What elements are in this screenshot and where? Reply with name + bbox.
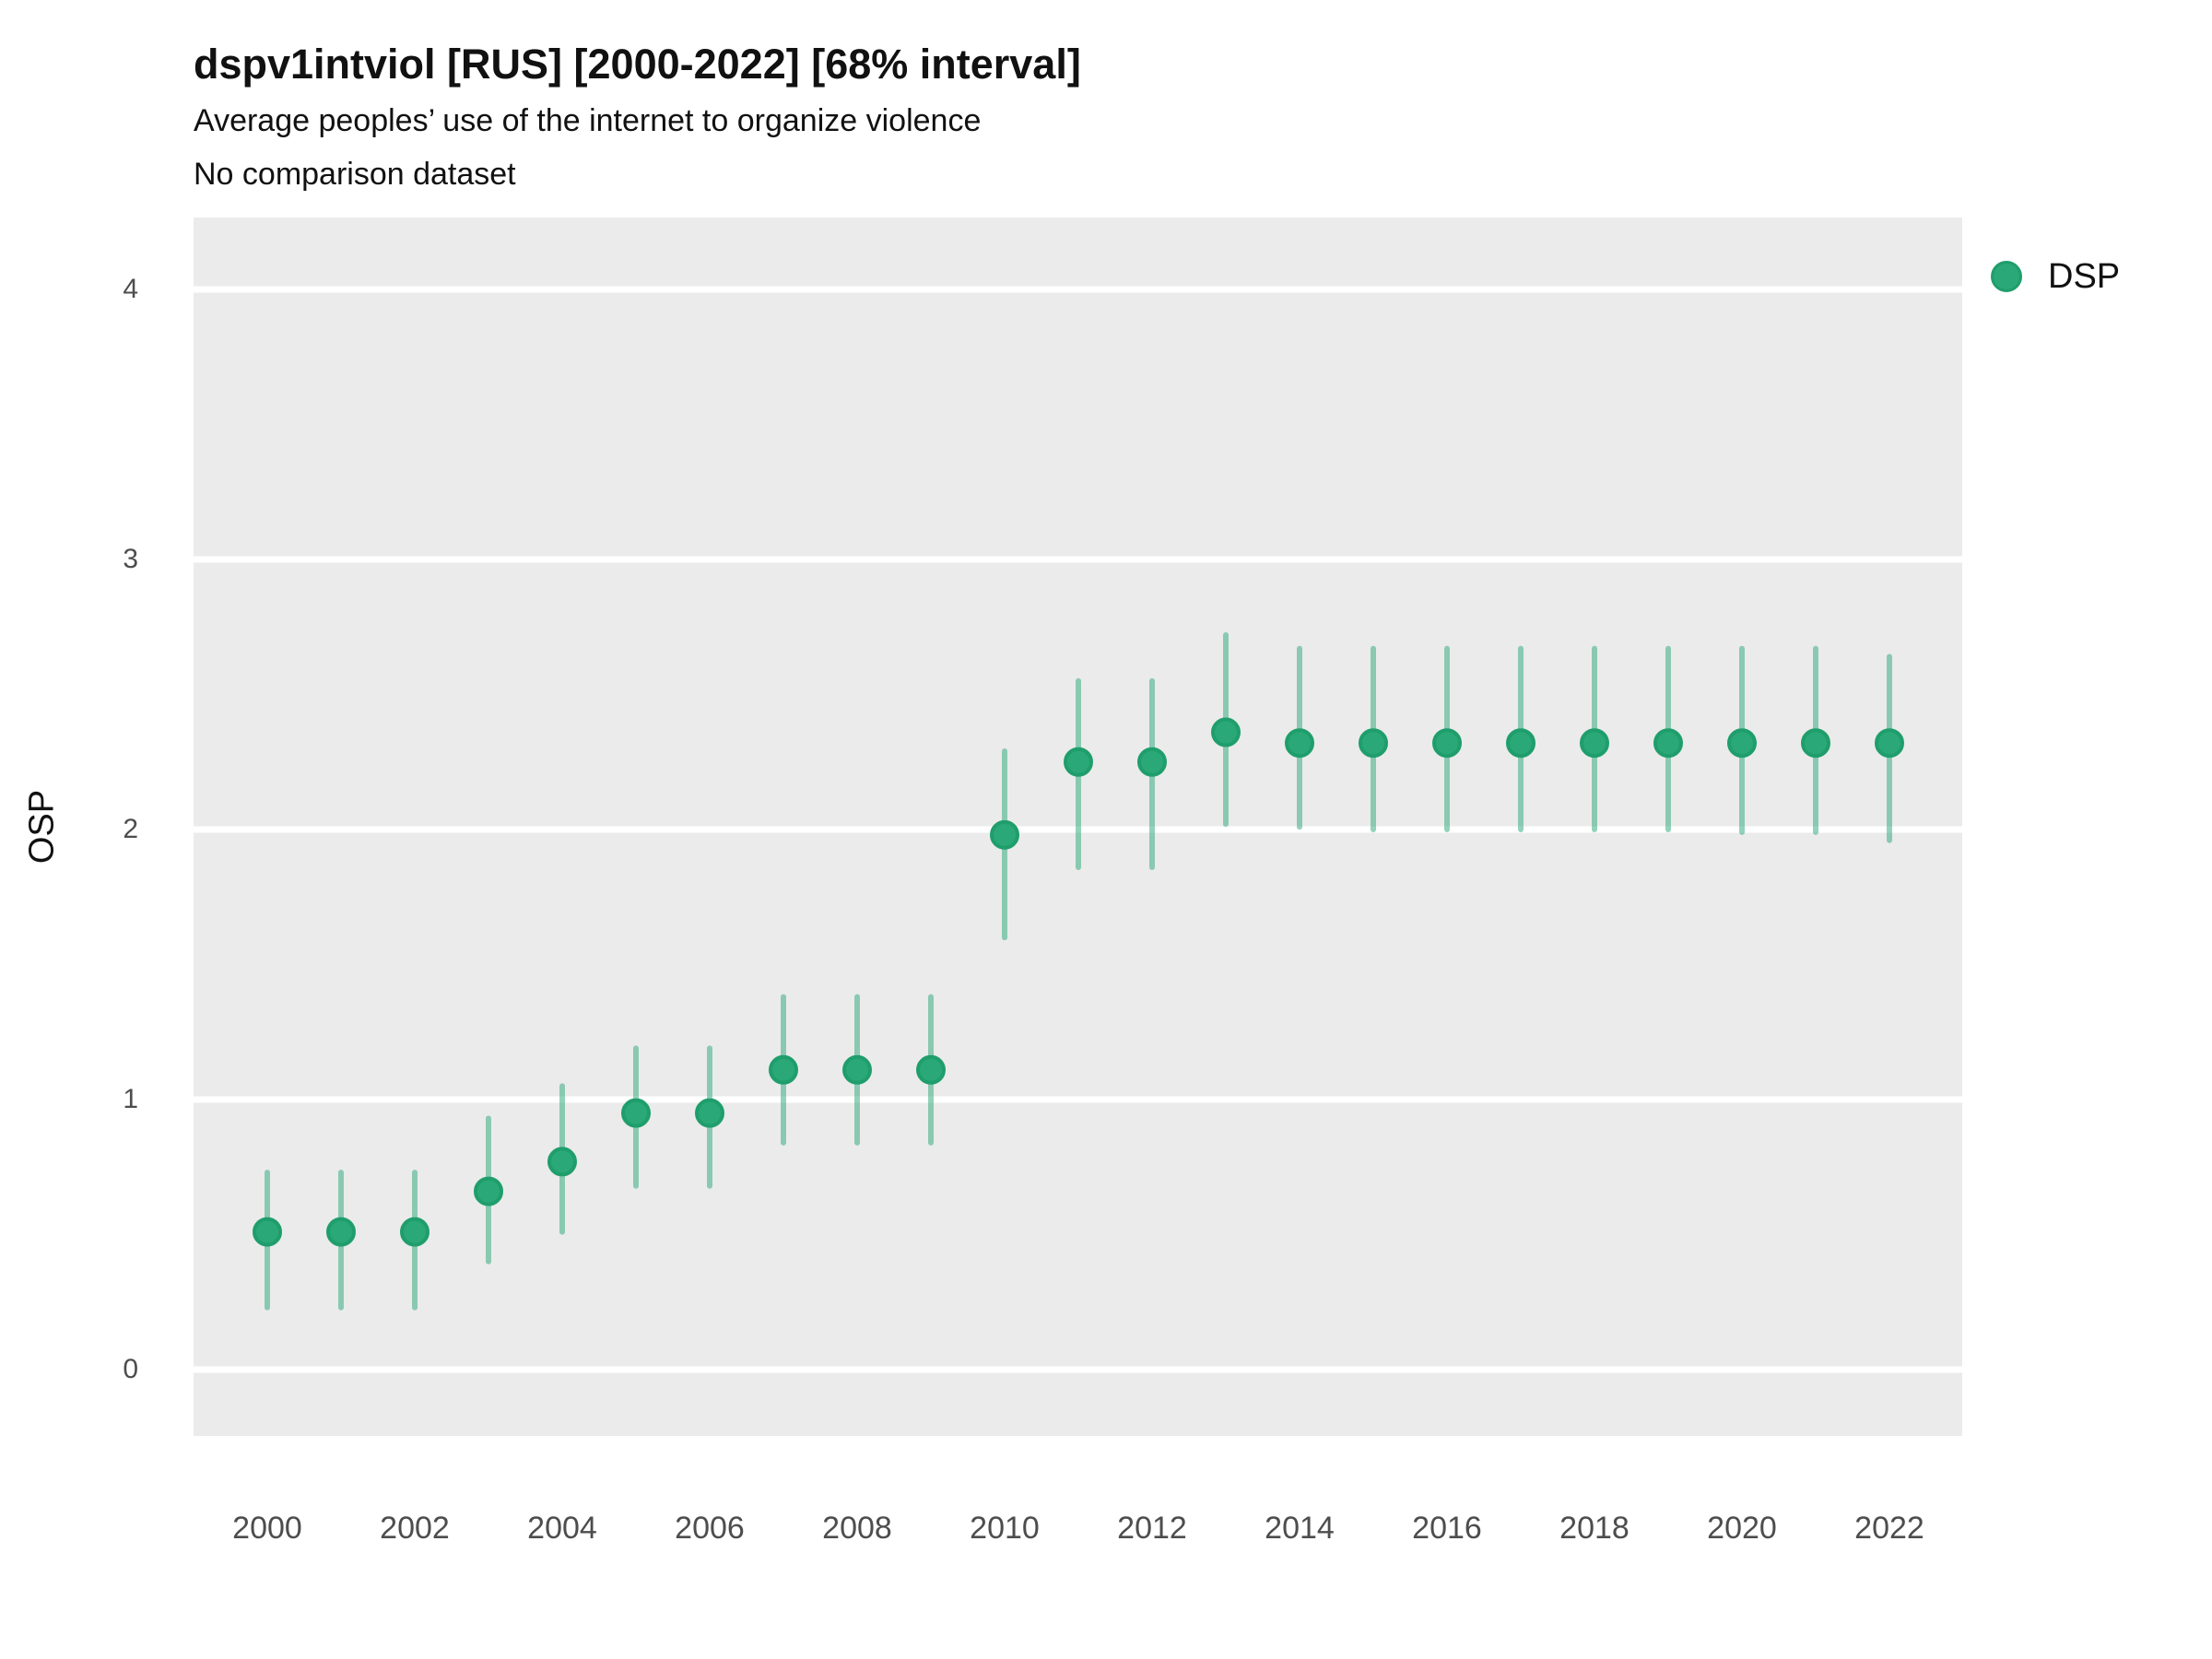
legend: DSP <box>1991 254 2120 299</box>
x-tick-label-2004: 2004 <box>527 1511 597 1546</box>
plot-panel <box>194 218 1962 1436</box>
x-tick-label-2012: 2012 <box>1117 1511 1187 1546</box>
point-marker-2001 <box>326 1217 356 1247</box>
point-marker-2020 <box>1727 728 1757 759</box>
point-marker-2018 <box>1580 728 1609 759</box>
y-tick-label-3: 3 <box>123 544 138 574</box>
legend-label: DSP <box>2048 256 2121 296</box>
y-tick-label-1: 1 <box>123 1084 138 1114</box>
point-marker-2019 <box>1653 728 1683 759</box>
chart-title: dspv1intviol [RUS] [2000-2022] [68% inte… <box>194 41 1081 88</box>
x-tick-label-2010: 2010 <box>970 1511 1040 1546</box>
chart-note: No comparison dataset <box>194 157 516 192</box>
y-tick-label-2: 2 <box>123 814 138 844</box>
point-marker-2003 <box>474 1176 503 1206</box>
point-marker-2006 <box>695 1098 724 1128</box>
point-marker-2022 <box>1875 728 1904 759</box>
chart-subtitle: Average peoples’ use of the internet to … <box>194 103 982 138</box>
point-marker-2007 <box>769 1054 798 1085</box>
x-tick-label-2020: 2020 <box>1707 1511 1777 1546</box>
point-marker-2011 <box>1064 747 1093 777</box>
point-marker-2017 <box>1506 728 1535 759</box>
x-tick-label-2016: 2016 <box>1412 1511 1482 1546</box>
x-tick-label-2000: 2000 <box>232 1511 302 1546</box>
point-marker-2010 <box>990 819 1019 850</box>
point-marker-2008 <box>842 1054 872 1085</box>
legend-point-icon <box>1991 261 2022 292</box>
x-tick-label-2014: 2014 <box>1265 1511 1335 1546</box>
point-marker-2002 <box>400 1217 429 1247</box>
point-marker-2016 <box>1432 728 1462 759</box>
point-marker-2014 <box>1285 728 1314 759</box>
point-marker-2013 <box>1211 717 1241 747</box>
y-tick-label-4: 4 <box>123 274 138 304</box>
x-tick-label-2018: 2018 <box>1559 1511 1630 1546</box>
x-tick-label-2022: 2022 <box>1854 1511 1924 1546</box>
point-marker-2021 <box>1801 728 1830 759</box>
x-tick-label-2006: 2006 <box>675 1511 745 1546</box>
x-tick-label-2002: 2002 <box>380 1511 450 1546</box>
point-marker-2009 <box>916 1054 946 1085</box>
y-tick-label-0: 0 <box>123 1354 138 1384</box>
point-marker-2012 <box>1137 747 1167 777</box>
point-marker-2000 <box>253 1217 282 1247</box>
point-marker-2015 <box>1359 728 1388 759</box>
y-axis-title: OSP <box>22 789 62 865</box>
point-marker-2004 <box>547 1147 577 1177</box>
point-marker-2005 <box>621 1098 651 1128</box>
x-tick-label-2008: 2008 <box>822 1511 892 1546</box>
